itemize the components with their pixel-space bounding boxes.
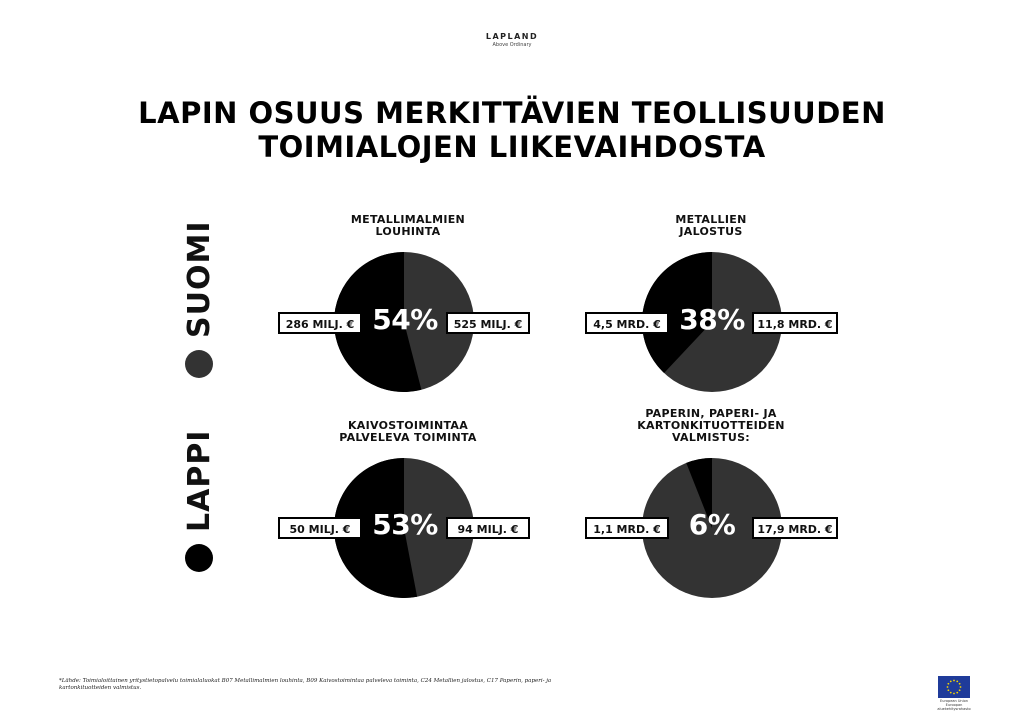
- chart-2-slice-lappi: [641, 252, 712, 374]
- chart-4-slice-lappi: [686, 458, 712, 528]
- chart-3-lappi-value: 50 MILJ. €: [278, 517, 362, 539]
- chart-1-title: METALLIMALMIEN LOUHINTA: [298, 214, 518, 238]
- eu-star: [947, 689, 950, 692]
- chart-3-suomi-value: 94 MILJ. €: [446, 517, 530, 539]
- page-title-line-1: LAPIN OSUUS MERKITTÄVIEN TEOLLISUUDEN: [138, 96, 886, 130]
- eu-star: [946, 686, 949, 688]
- eu-star: [947, 682, 950, 685]
- page-title-line-2: TOIMIALOJEN LIIKEVAIHDOSTA: [258, 130, 766, 164]
- lapland-logo: LAPLAND Above Ordinary: [462, 32, 562, 48]
- eu-caption-line-2: Euroopan aluekehitysrahasto: [937, 703, 971, 711]
- chart-4-title-line-2: KARTONKITUOTTEIDEN: [637, 419, 785, 432]
- chart-4-lappi-value: 1,1 MRD. €: [585, 517, 669, 539]
- chart-3-title-line-2: PALVELEVA TOIMINTA: [339, 431, 477, 444]
- eu-caption: European Union Euroopan aluekehitysrahas…: [932, 699, 976, 711]
- chart-1-slice-lappi: [334, 252, 422, 392]
- chart-3-title: KAIVOSTOIMINTAA PALVELEVA TOIMINTA: [298, 420, 518, 444]
- chart-4-percent: 6%: [688, 508, 736, 541]
- chart-1-title-line-2: LOUHINTA: [375, 225, 441, 238]
- chart-4-title-line-3: VALMISTUS:: [671, 431, 750, 444]
- chart-3-slice-lappi: [334, 458, 418, 598]
- legend-dot-lappi: [185, 544, 213, 572]
- eu-star: [956, 691, 959, 694]
- eu-star: [958, 682, 961, 685]
- eu-caption-line-1: European Union: [940, 699, 968, 703]
- source-note: *Lähde: Toimialoittainen yritystietopalv…: [59, 678, 679, 692]
- logo-brand: LAPLAND: [485, 32, 539, 41]
- eu-star: [949, 680, 952, 683]
- eu-star: [956, 680, 959, 683]
- legend-dot-suomi: [185, 350, 213, 378]
- chart-1-suomi-value: 525 MILJ. €: [446, 312, 530, 334]
- chart-2-title: METALLIEN JALOSTUS: [601, 214, 821, 238]
- source-line-1: *Lähde: Toimialoittainen yritystietopalv…: [59, 678, 552, 684]
- chart-3-title-line-1: KAIVOSTOIMINTAA: [347, 419, 469, 432]
- eu-flag-icon: [938, 676, 970, 698]
- chart-2-suomi-value: 11,8 MRD. €: [752, 312, 838, 334]
- chart-1-title-line-1: METALLIMALMIEN: [350, 213, 466, 226]
- source-line-2: kartonkituotteiden valmistus.: [59, 685, 142, 691]
- eu-star: [953, 692, 955, 695]
- eu-star: [953, 679, 955, 682]
- chart-4-title: PAPERIN, PAPERI- JA KARTONKITUOTTEIDEN V…: [601, 408, 821, 444]
- chart-1-lappi-value: 286 MILJ. €: [278, 312, 362, 334]
- page-title: LAPIN OSUUS MERKITTÄVIEN TEOLLISUUDEN TO…: [0, 96, 1024, 164]
- chart-1-percent: 54%: [372, 303, 438, 336]
- eu-star: [949, 691, 952, 694]
- chart-2-percent: 38%: [679, 303, 745, 336]
- logo-tagline: Above Ordinary: [492, 42, 532, 48]
- chart-4-title-line-1: PAPERIN, PAPERI- JA: [645, 407, 777, 420]
- chart-2-title-line-1: METALLIEN: [675, 213, 747, 226]
- chart-3-percent: 53%: [372, 508, 438, 541]
- eu-star: [959, 686, 962, 688]
- eu-star: [958, 689, 961, 692]
- chart-2-lappi-value: 4,5 MRD. €: [585, 312, 669, 334]
- chart-4-suomi-value: 17,9 MRD. €: [752, 517, 838, 539]
- chart-2-title-line-2: JALOSTUS: [679, 225, 743, 238]
